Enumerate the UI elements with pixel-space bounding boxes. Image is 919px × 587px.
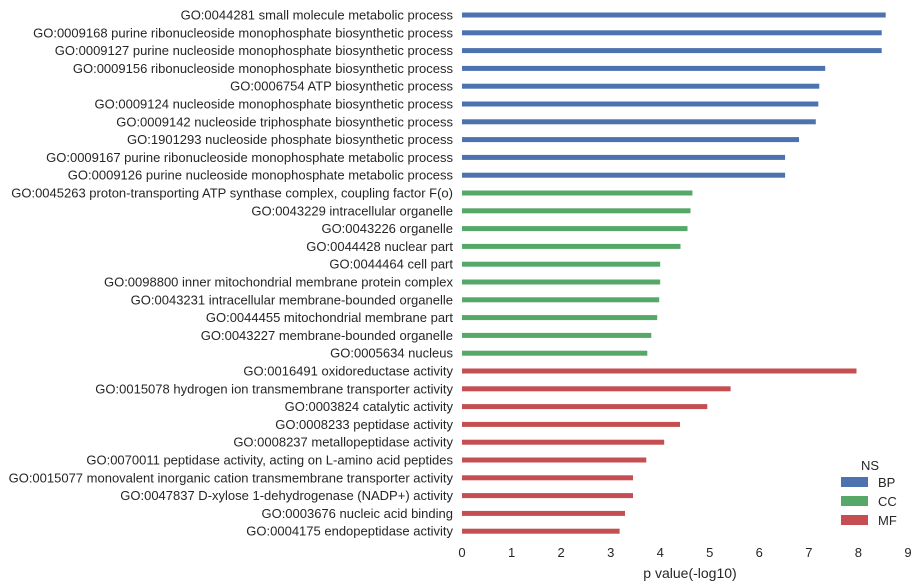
category-label: GO:0009142 nucleoside triphosphate biosy… — [116, 114, 453, 129]
legend-title: NS — [861, 458, 879, 473]
bar-mf — [462, 510, 625, 516]
bar-cc — [462, 332, 652, 338]
bar-cc — [462, 297, 660, 303]
bar-bp — [462, 12, 886, 18]
bar-mf — [462, 439, 665, 445]
category-label: GO:0043229 intracellular organelle — [251, 203, 453, 218]
category-label: GO:0008237 metallopeptidase activity — [233, 435, 453, 450]
bar-bp — [462, 154, 786, 160]
bar-cc — [462, 350, 648, 356]
category-label: GO:0009126 purine nucleoside monophospha… — [68, 168, 454, 183]
x-tick-label: 5 — [706, 545, 713, 560]
x-tick-label: 6 — [756, 545, 763, 560]
category-label: GO:0009167 purine ribonucleoside monopho… — [46, 150, 453, 165]
x-tick-label: 7 — [805, 545, 812, 560]
category-label: GO:0044281 small molecule metabolic proc… — [181, 8, 454, 23]
bar-mf — [462, 368, 857, 374]
category-label: GO:0044464 cell part — [329, 257, 453, 272]
legend-label-mf: MF — [878, 513, 897, 528]
category-label: GO:0043226 organelle — [321, 221, 453, 236]
legend-swatch-bp — [841, 477, 868, 487]
bar-cc — [462, 243, 681, 249]
bar-cc — [462, 226, 688, 232]
category-label: GO:0098800 inner mitochondrial membrane … — [104, 275, 454, 290]
category-label: GO:0006754 ATP biosynthetic process — [230, 79, 453, 94]
bar-cc — [462, 279, 661, 285]
x-axis: 0 1 2 3 4 5 6 7 8 9 — [458, 545, 911, 560]
category-label: GO:0003676 nucleic acid binding — [261, 506, 453, 521]
x-tick-label: 8 — [855, 545, 862, 560]
legend-label-cc: CC — [878, 494, 897, 509]
bar-mf — [462, 404, 708, 410]
legend: NS BP CC MF — [841, 458, 897, 528]
bar-mf — [462, 493, 633, 499]
x-tick-label: 4 — [657, 545, 664, 560]
x-tick-label: 2 — [557, 545, 564, 560]
x-tick-label: 1 — [508, 545, 515, 560]
bar-bp — [462, 137, 799, 143]
bar-mf — [462, 457, 647, 463]
category-label: GO:0044455 mitochondrial membrane part — [206, 310, 454, 325]
category-label: GO:0004175 endopeptidase activity — [246, 524, 453, 539]
bar-mf — [462, 528, 620, 534]
category-label: GO:0009124 nucleoside monophosphate bios… — [95, 97, 454, 112]
bar-bp — [462, 119, 816, 125]
category-label: GO:0009168 purine ribonucleoside monopho… — [33, 25, 453, 40]
category-label: GO:0008233 peptidase activity — [275, 417, 453, 432]
category-label: GO:0005634 nucleus — [330, 346, 453, 361]
category-label: GO:0043227 membrane-bounded organelle — [201, 328, 453, 343]
bar-cc — [462, 261, 661, 267]
category-label: GO:0045263 proton-transporting ATP synth… — [11, 186, 453, 201]
bar-cc — [462, 208, 691, 214]
legend-label-bp: BP — [878, 475, 895, 490]
category-labels: GO:0044281 small molecule metabolic proc… — [9, 8, 454, 539]
x-tick-label: 0 — [458, 545, 465, 560]
bar-cc — [462, 315, 658, 321]
bar-mf — [462, 386, 731, 392]
category-label: GO:0003824 catalytic activity — [285, 399, 454, 414]
bar-bp — [462, 83, 820, 89]
bar-bp — [462, 101, 819, 107]
category-label: GO:0015078 hydrogen ion transmembrane tr… — [95, 381, 453, 396]
category-label: GO:0015077 monovalent inorganic cation t… — [9, 470, 454, 485]
bar-bp — [462, 65, 826, 71]
bars-layer — [462, 12, 886, 534]
x-tick-label: 3 — [607, 545, 614, 560]
legend-swatch-cc — [841, 496, 868, 506]
category-label: GO:0044428 nuclear part — [306, 239, 453, 254]
category-label: GO:0009156 ribonucleoside monophosphate … — [73, 61, 454, 76]
bar-bp — [462, 30, 882, 36]
x-axis-label: p value(-log10) — [643, 565, 736, 581]
bar-bp — [462, 48, 882, 54]
bar-cc — [462, 190, 693, 196]
bar-mf — [462, 475, 633, 481]
category-label: GO:0016491 oxidoreductase activity — [243, 364, 453, 379]
bar-mf — [462, 421, 680, 427]
category-label: GO:0047837 D-xylose 1-dehydrogenase (NAD… — [120, 488, 453, 503]
x-tick-label: 9 — [904, 545, 911, 560]
category-label: GO:0043231 intracellular membrane-bounde… — [131, 292, 453, 307]
legend-swatch-mf — [841, 515, 868, 525]
bar-bp — [462, 172, 786, 178]
category-label: GO:0009127 purine nucleoside monophospha… — [55, 43, 454, 58]
category-label: GO:1901293 nucleoside phosphate biosynth… — [127, 132, 453, 147]
category-label: GO:0070011 peptidase activity, acting on… — [86, 453, 453, 468]
